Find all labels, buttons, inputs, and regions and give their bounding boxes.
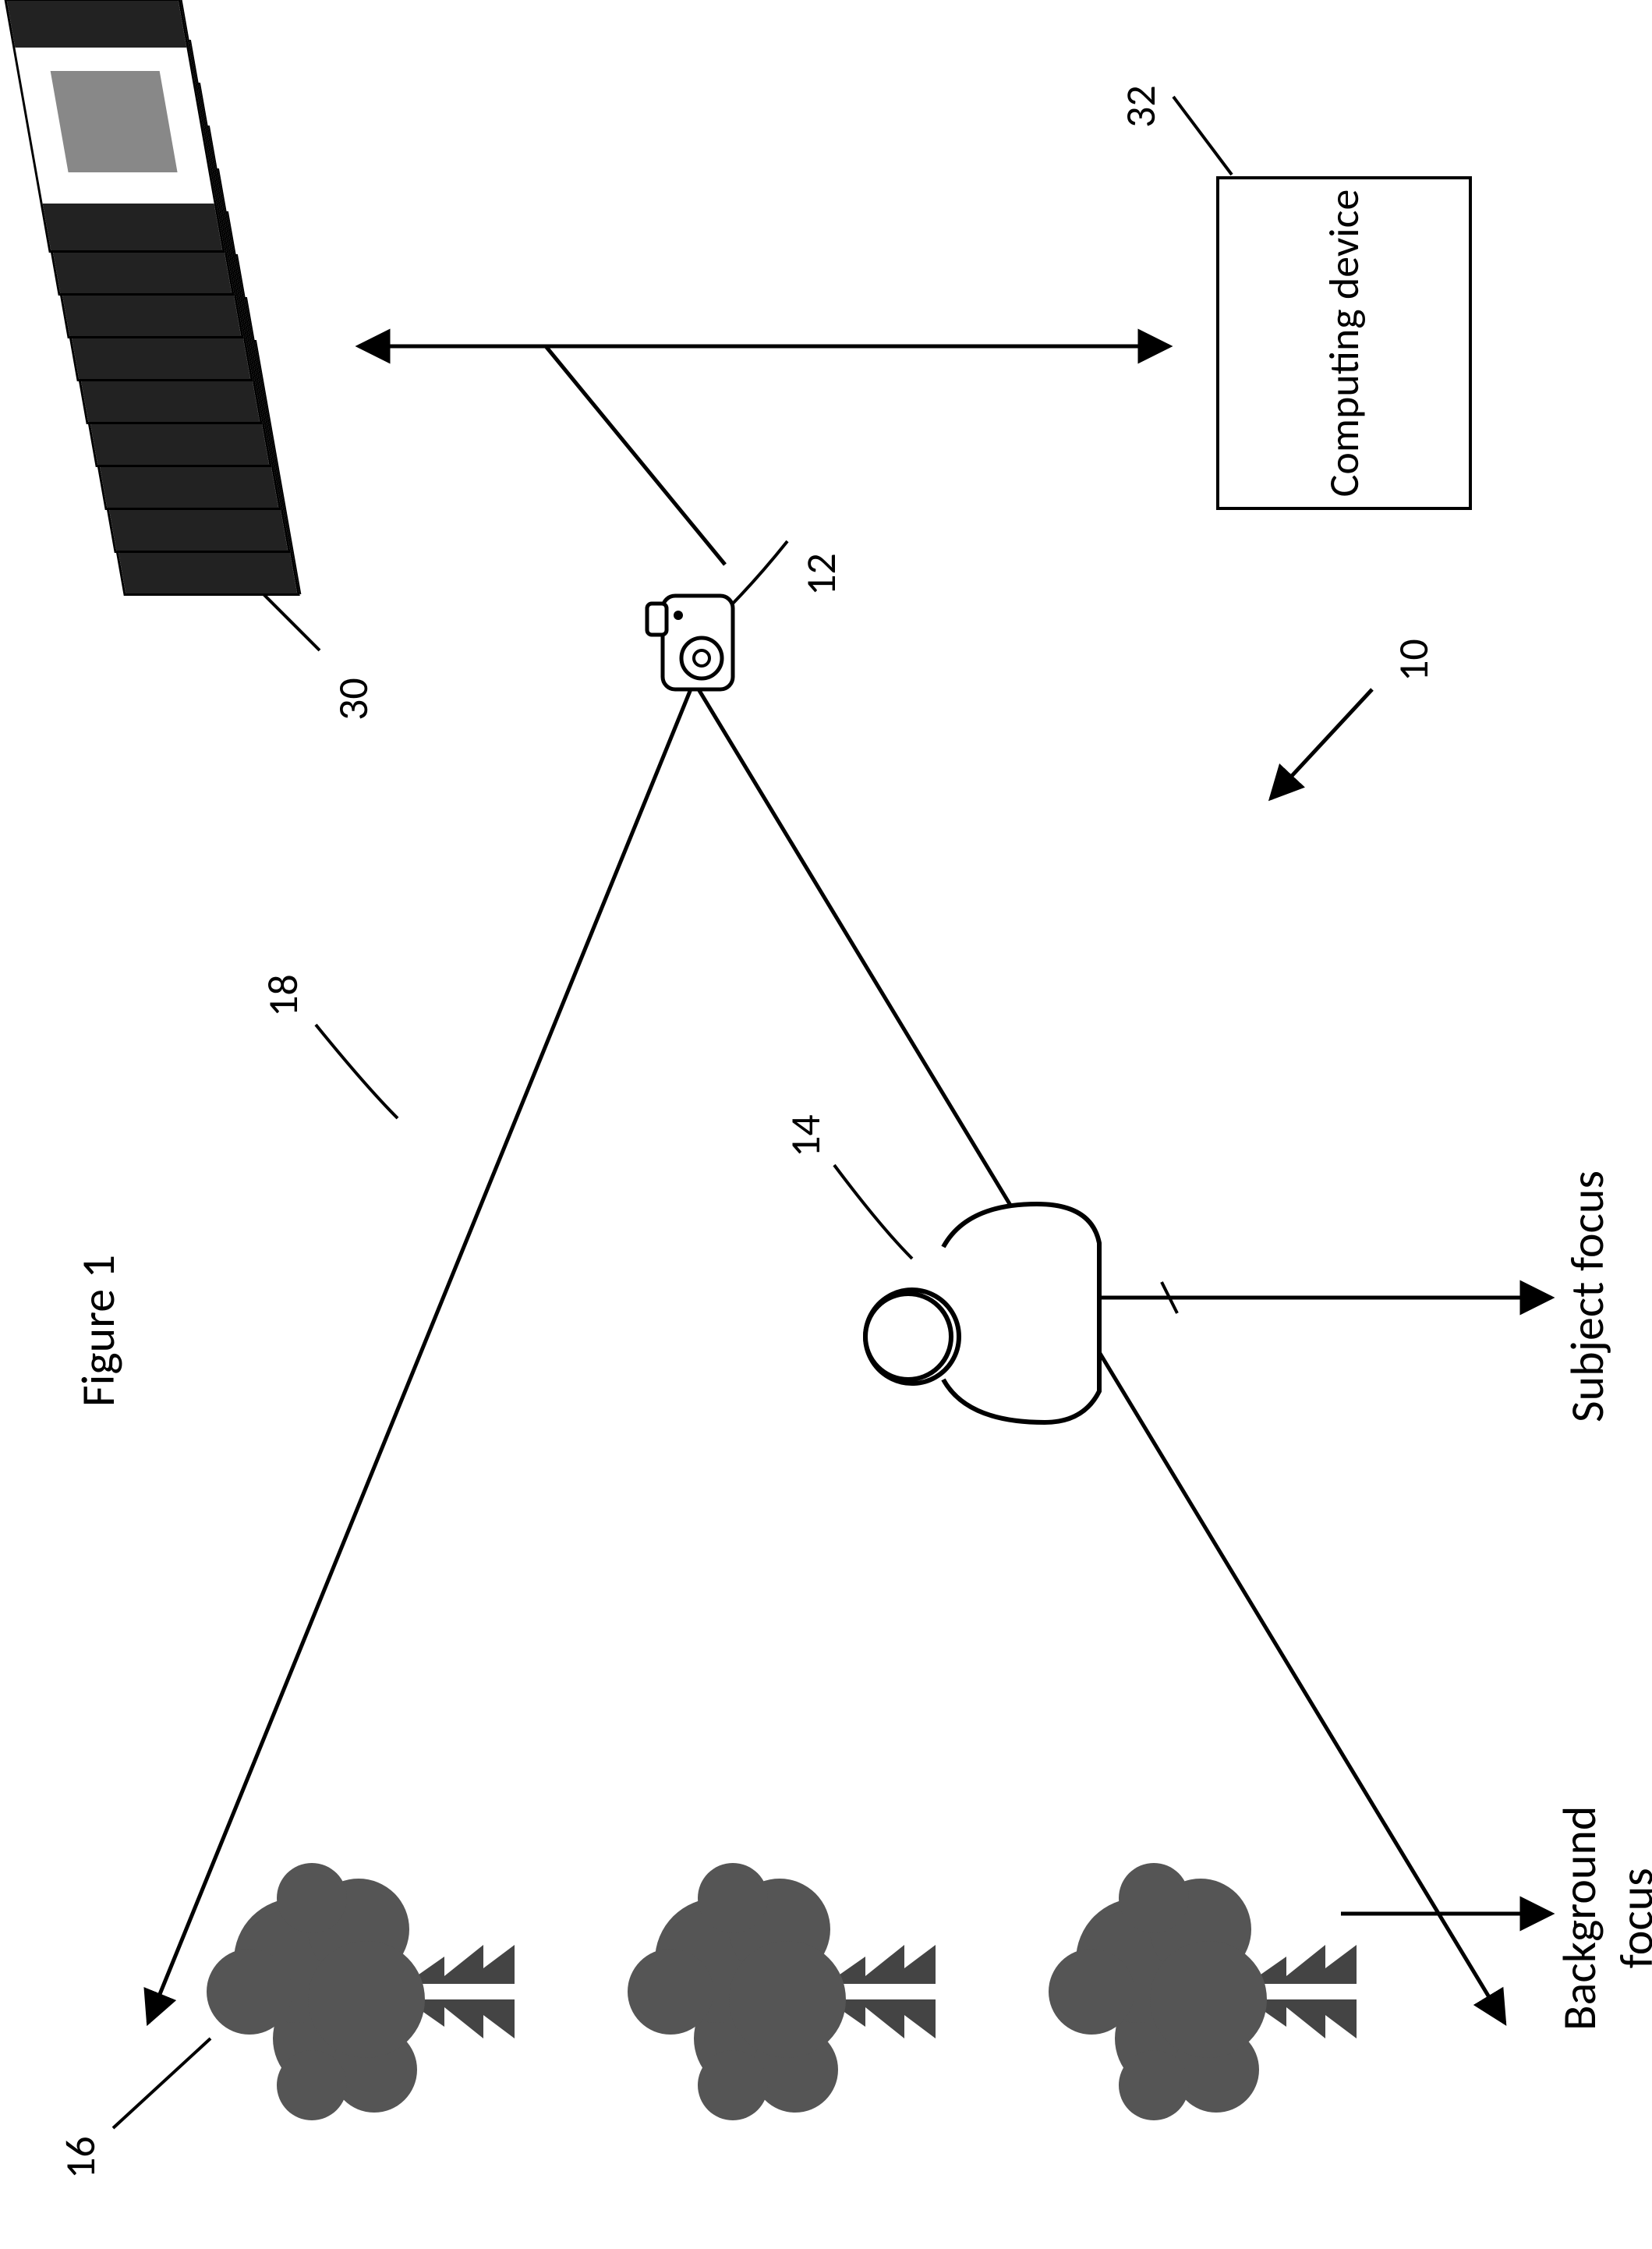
fov-line-upper [148, 682, 694, 2023]
computing-device-label: Computing device [1318, 189, 1370, 498]
ref-subject: 14 [780, 1114, 831, 1157]
leader-fov [316, 1025, 398, 1118]
leader-camera [725, 541, 787, 611]
tree-icon [203, 1851, 534, 2132]
diagram-canvas: Computing device Figure 1 Background foc… [0, 0, 1652, 2249]
computing-device-box: Computing device [1216, 176, 1472, 510]
figure-title: Figure 1 [70, 1255, 127, 1407]
ref-computing: 32 [1115, 85, 1166, 128]
camera-icon [647, 596, 733, 689]
leader-trees [113, 2038, 210, 2128]
ref-trees: 16 [55, 2136, 106, 2179]
ref-fov: 18 [257, 974, 309, 1017]
ref-stack: 30 [327, 678, 379, 721]
tree-icon [1045, 1851, 1376, 2132]
subject-icon [865, 1204, 1099, 1422]
subject-focus-label: Subject focus [1559, 1171, 1616, 1422]
system-arrow [1271, 689, 1372, 799]
leader-computing [1173, 97, 1232, 175]
background-focus-label: Background focus [1551, 1806, 1652, 2031]
ref-camera: 12 [795, 553, 847, 596]
ref-system: 10 [1388, 639, 1439, 682]
tree-icon [624, 1851, 955, 2132]
camera-branch [546, 346, 725, 565]
leader-subject [834, 1165, 912, 1259]
